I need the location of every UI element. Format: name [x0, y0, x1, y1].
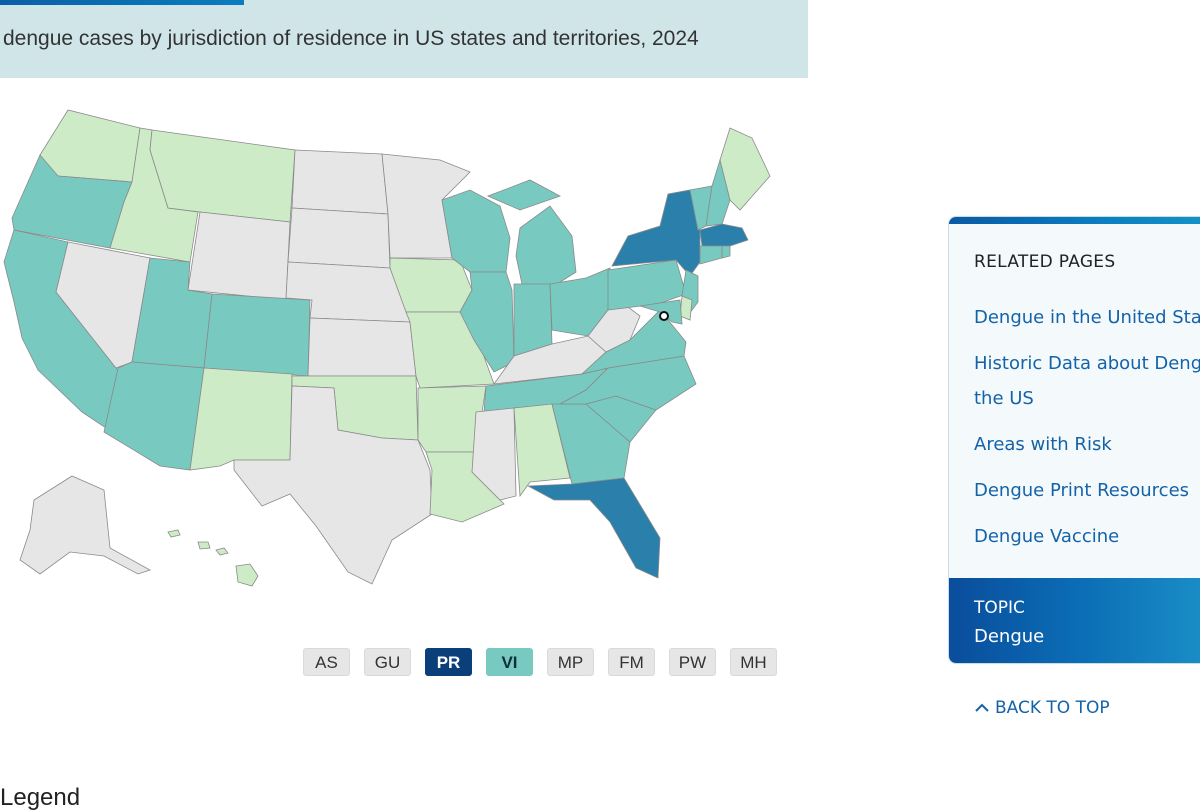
link-historic-data-cont[interactable]: the US — [974, 388, 1034, 409]
topic-value: Dengue — [974, 626, 1045, 647]
topic-box[interactable]: TOPIC Dengue — [949, 578, 1200, 663]
chevron-up-icon — [975, 703, 989, 712]
state-pa[interactable] — [607, 259, 687, 311]
link-dengue-in-us[interactable]: Dengue in the United States — [974, 307, 1200, 328]
territory-button-pr[interactable]: PR — [425, 648, 472, 676]
link-print-resources[interactable]: Dengue Print Resources — [974, 480, 1190, 501]
link-historic-data[interactable]: Historic Data about Dengue in — [974, 353, 1200, 374]
state-wa[interactable] — [39, 109, 141, 183]
state-ks[interactable] — [307, 317, 417, 377]
state-az[interactable] — [103, 361, 205, 471]
related-pages-panel: RELATED PAGES Dengue in the United State… — [948, 216, 1200, 664]
state-ak[interactable] — [19, 475, 151, 575]
territory-button-gu[interactable]: GU — [364, 648, 411, 676]
topic-label: TOPIC — [974, 598, 1025, 618]
state-ri[interactable] — [721, 245, 731, 259]
title-accent-bar — [0, 0, 244, 5]
related-pages-heading: RELATED PAGES — [974, 252, 1116, 272]
map-title: dengue cases by jurisdiction of residenc… — [3, 27, 699, 50]
state-nd[interactable] — [291, 149, 389, 215]
state-wy[interactable] — [187, 211, 291, 301]
state-tx[interactable] — [233, 385, 433, 585]
state-nm[interactable] — [189, 367, 293, 471]
state-wi[interactable] — [441, 189, 511, 273]
map-title-panel: dengue cases by jurisdiction of residenc… — [0, 0, 808, 78]
state-al[interactable] — [513, 403, 571, 498]
link-areas-with-risk[interactable]: Areas with Risk — [974, 434, 1112, 455]
territory-button-vi[interactable]: VI — [486, 648, 533, 676]
state-fl[interactable] — [526, 477, 661, 579]
state-de[interactable] — [679, 295, 693, 321]
state-nc[interactable] — [559, 355, 697, 411]
back-to-top-link[interactable]: BACK TO TOP — [975, 698, 1110, 718]
state-me[interactable] — [719, 127, 771, 211]
state-ma[interactable] — [699, 223, 749, 247]
dc-marker[interactable] — [659, 311, 669, 321]
state-mt[interactable] — [149, 129, 296, 223]
state-il[interactable] — [459, 271, 515, 373]
us-choropleth-map — [3, 109, 771, 587]
territory-button-pw[interactable]: PW — [669, 648, 716, 676]
territory-button-mh[interactable]: MH — [730, 648, 777, 676]
territory-button-as[interactable]: AS — [303, 648, 350, 676]
back-to-top-label: BACK TO TOP — [995, 698, 1110, 718]
state-co[interactable] — [203, 293, 311, 377]
state-sd[interactable] — [287, 207, 391, 269]
panel-accent-bar — [949, 217, 1200, 224]
state-ms[interactable] — [471, 407, 517, 501]
link-dengue-vaccine[interactable]: Dengue Vaccine — [974, 526, 1120, 547]
territory-button-mp[interactable]: MP — [547, 648, 594, 676]
state-mi[interactable] — [486, 179, 577, 287]
state-ct[interactable] — [699, 245, 723, 265]
state-hi[interactable] — [167, 529, 259, 587]
territory-button-fm[interactable]: FM — [608, 648, 655, 676]
state-in[interactable] — [513, 283, 553, 357]
legend-heading: Legend — [0, 784, 81, 811]
